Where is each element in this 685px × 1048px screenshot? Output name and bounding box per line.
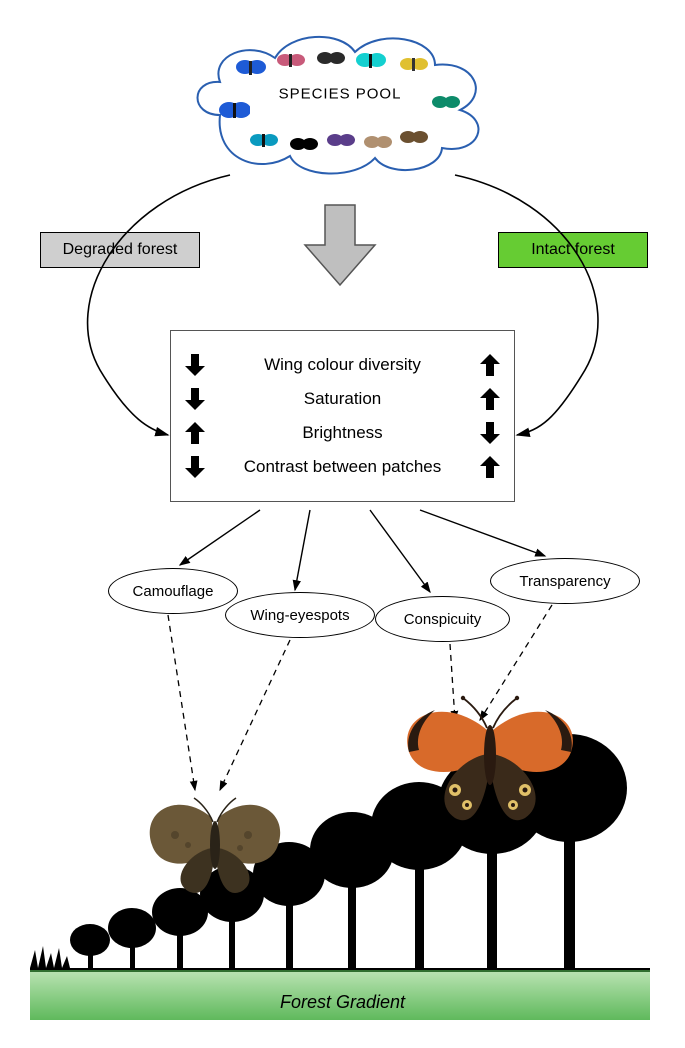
big-down-arrow-icon: [300, 200, 380, 290]
up-arrow-icon: [476, 453, 504, 481]
intact-forest-label: Intact forest: [531, 241, 615, 258]
butterfly-icon: [235, 55, 267, 79]
butterfly-icon: [275, 48, 307, 72]
trait-label: Brightness: [209, 423, 476, 443]
strategy-conspicuity: Conspicuity: [375, 596, 510, 642]
strategy-label: Transparency: [519, 573, 610, 590]
species-pool-label: SPECIES POOL: [279, 85, 402, 102]
strategy-camouflage: Camouflage: [108, 568, 238, 614]
up-arrow-icon: [476, 351, 504, 379]
strategy-label: Wing-eyespots: [250, 607, 349, 624]
butterfly-icon: [362, 130, 394, 154]
trait-label: Wing colour diversity: [209, 355, 476, 375]
butterfly-icon: [355, 48, 387, 72]
down-arrow-icon: [181, 351, 209, 379]
strategy-transparency: Transparency: [490, 558, 640, 604]
butterfly-icon: [430, 90, 462, 114]
butterfly-icon: [325, 128, 357, 152]
up-arrow-icon: [476, 385, 504, 413]
trait-row: Saturation: [181, 385, 504, 413]
up-arrow-icon: [181, 419, 209, 447]
butterfly-icon: [288, 132, 320, 156]
degraded-forest-box: Degraded forest: [40, 232, 200, 268]
strategy-wing-eyespots: Wing-eyespots: [225, 592, 375, 638]
forest-gradient-label: Forest Gradient: [280, 992, 405, 1013]
butterfly-icon: [248, 128, 280, 152]
butterfly-icon: [398, 52, 430, 76]
butterfly-icon: [218, 98, 250, 122]
trait-row: Contrast between patches: [181, 453, 504, 481]
diagram-stage: SPECIES POOL Degraded forest Intact fore…: [0, 0, 685, 1048]
down-arrow-icon: [476, 419, 504, 447]
orange-butterfly-icon: [395, 690, 585, 830]
butterfly-icon: [315, 46, 347, 70]
brown-butterfly-icon: [140, 790, 290, 900]
trait-row: Brightness: [181, 419, 504, 447]
down-arrow-icon: [181, 453, 209, 481]
traits-box: Wing colour diversity Saturation Brightn…: [170, 330, 515, 502]
degraded-forest-label: Degraded forest: [63, 241, 178, 258]
trait-row: Wing colour diversity: [181, 351, 504, 379]
down-arrow-icon: [181, 385, 209, 413]
butterfly-icon: [398, 125, 430, 149]
intact-forest-box: Intact forest: [498, 232, 648, 268]
strategy-label: Camouflage: [133, 583, 214, 600]
species-pool-cloud: SPECIES POOL: [180, 20, 500, 180]
trait-label: Saturation: [209, 389, 476, 409]
trait-label: Contrast between patches: [209, 457, 476, 477]
strategy-label: Conspicuity: [404, 611, 482, 628]
